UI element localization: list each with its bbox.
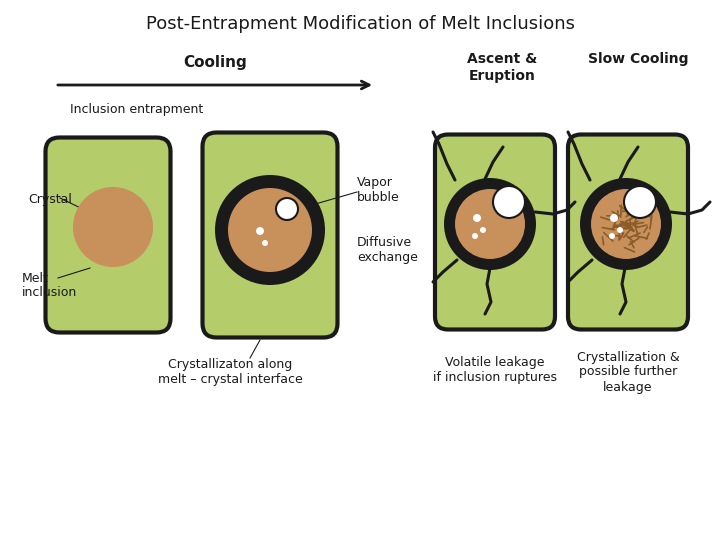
Text: Crystallization &
possible further
leakage: Crystallization & possible further leaka… (577, 350, 680, 394)
Circle shape (276, 198, 298, 220)
Circle shape (609, 233, 615, 239)
Circle shape (444, 178, 536, 270)
Circle shape (473, 214, 481, 222)
Circle shape (455, 189, 525, 259)
FancyBboxPatch shape (202, 132, 338, 338)
Text: Post-Entrapment Modification of Melt Inclusions: Post-Entrapment Modification of Melt Inc… (145, 15, 575, 33)
Text: Slow Cooling: Slow Cooling (588, 52, 688, 66)
Text: Volatile leakage
if inclusion ruptures: Volatile leakage if inclusion ruptures (433, 356, 557, 384)
Circle shape (472, 233, 478, 239)
Circle shape (493, 186, 525, 218)
Text: Diffusive
exchange: Diffusive exchange (357, 236, 418, 264)
Circle shape (228, 188, 312, 272)
Text: Melt
inclusion: Melt inclusion (22, 272, 77, 299)
Text: Crystal: Crystal (28, 193, 72, 206)
Circle shape (480, 227, 486, 233)
Text: Vapor
bubble: Vapor bubble (357, 176, 400, 204)
Text: Crystallizaton along
melt – crystal interface: Crystallizaton along melt – crystal inte… (158, 358, 302, 386)
Text: Inclusion entrapment: Inclusion entrapment (70, 104, 203, 117)
Text: Cooling: Cooling (183, 55, 247, 70)
Circle shape (73, 187, 153, 267)
FancyBboxPatch shape (435, 134, 555, 329)
FancyBboxPatch shape (568, 134, 688, 329)
Circle shape (262, 240, 268, 246)
Circle shape (256, 227, 264, 235)
Circle shape (624, 186, 656, 218)
Circle shape (215, 175, 325, 285)
Text: Ascent &
Eruption: Ascent & Eruption (467, 52, 537, 83)
Circle shape (617, 227, 623, 233)
Circle shape (591, 189, 661, 259)
FancyBboxPatch shape (45, 138, 171, 333)
Circle shape (610, 214, 618, 222)
Circle shape (580, 178, 672, 270)
